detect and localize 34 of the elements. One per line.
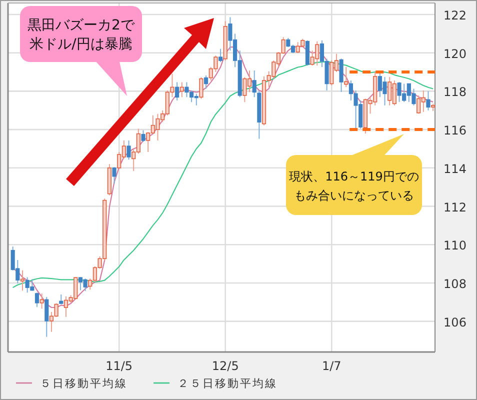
y-tick-label: 118 [444, 85, 466, 100]
annotation: 現状、116～119円でのもみ合いになっている [289, 170, 419, 202]
candlestick [344, 66, 348, 88]
candlestick [218, 48, 223, 63]
candlestick [40, 293, 44, 310]
candlestick [180, 82, 184, 98]
candlestick [20, 270, 25, 292]
y-tick-label: 110 [444, 238, 466, 253]
candlestick [175, 82, 180, 101]
candlestick [44, 296, 49, 338]
x-tick-label: 1/7 [322, 359, 342, 373]
candlestick [59, 294, 64, 305]
candlestick [141, 130, 146, 143]
y-tick-label: 108 [444, 276, 466, 291]
candlestick [204, 74, 208, 90]
y-tick-label: 120 [444, 46, 466, 61]
y-tick-label: 106 [444, 315, 466, 330]
candlestick [339, 58, 344, 92]
candlestick [426, 90, 430, 111]
y-tick-label: 112 [444, 200, 466, 214]
y-tick-label: 122 [444, 8, 466, 23]
x-tick-label: 12/5 [212, 359, 239, 373]
y-tick-label: 114 [444, 162, 466, 176]
candlestick [112, 166, 116, 184]
y-tick-label: 116 [444, 124, 466, 138]
candlestick [126, 140, 131, 160]
legend-label: ５日移動平均線 [40, 377, 128, 390]
legend-label: ２５日移動平均線 [178, 377, 278, 390]
candlestick [34, 292, 40, 308]
candlestick [199, 76, 204, 100]
annotation: 黒田バズーカ2で米ドル/円は暴騰 [28, 18, 136, 52]
candlestick [252, 70, 256, 98]
x-tick-label: 11/5 [106, 359, 133, 373]
candlestick [305, 40, 310, 66]
